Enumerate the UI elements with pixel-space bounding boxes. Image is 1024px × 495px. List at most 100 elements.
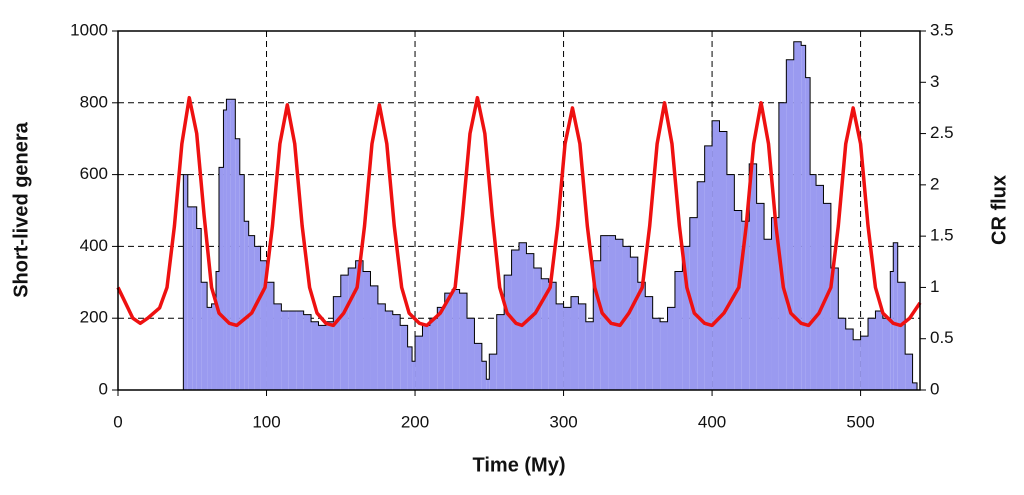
y2-tick-label: 0 (930, 379, 939, 398)
area-step (266, 282, 274, 390)
area-step (667, 307, 675, 390)
area-step (325, 321, 334, 390)
area-step (296, 311, 304, 390)
area-step (244, 221, 249, 390)
area-step (689, 217, 698, 390)
area-step (437, 307, 445, 390)
plot-frame (117, 30, 921, 391)
area-step (183, 174, 188, 390)
area-step (637, 282, 646, 390)
x-tick-label: 0 (113, 412, 122, 431)
area-step (585, 321, 594, 390)
y2-axis-title: CR flux (988, 175, 1010, 245)
cr-flux-line (116, 95, 922, 328)
x-tick-label: 100 (252, 412, 280, 431)
area-step (882, 318, 891, 390)
area-step (556, 303, 564, 390)
area-step (415, 336, 423, 390)
y2-tick-label: 2 (930, 174, 939, 193)
area-step (429, 318, 438, 390)
y-tick-label: 0 (99, 379, 108, 398)
area-step (496, 314, 505, 390)
x-tick-label: 200 (401, 412, 429, 431)
area-step (726, 174, 735, 390)
area-step (810, 174, 817, 390)
x-axis-title: Time (My) (473, 454, 566, 476)
area-step (660, 321, 668, 390)
area-step (756, 203, 765, 390)
area-step (801, 45, 806, 391)
area-step (615, 239, 623, 390)
area-step (239, 174, 245, 390)
area-step (719, 131, 727, 390)
y-axis-title: Short-lived genera (10, 121, 32, 297)
area-step (481, 361, 487, 390)
area-step (905, 354, 913, 390)
area-step (548, 282, 557, 390)
area-step (333, 296, 341, 390)
area-step (890, 271, 894, 390)
area-step (281, 311, 289, 390)
area-step (741, 221, 750, 390)
area-step (489, 354, 497, 390)
area-step (875, 311, 883, 390)
area-step (207, 307, 212, 390)
area-step (519, 242, 527, 390)
area-step (192, 206, 197, 390)
area-step (273, 303, 282, 390)
area-step (630, 257, 638, 390)
area-step (704, 145, 713, 390)
y2-tick-label: 1 (930, 277, 939, 296)
area-step (912, 382, 918, 390)
area-step (288, 311, 297, 390)
area-step (370, 285, 378, 390)
area-step (652, 318, 661, 390)
area-step (216, 271, 219, 390)
area-step (348, 267, 356, 390)
y-tick-label: 800 (80, 92, 108, 111)
area-step (504, 275, 512, 390)
area-step (452, 289, 460, 390)
x-tick-label: 500 (846, 412, 874, 431)
area-step (444, 293, 453, 390)
area-step (563, 307, 571, 390)
area-step (412, 361, 416, 390)
area-step (235, 138, 240, 390)
area-step (805, 77, 811, 391)
area-step (223, 109, 227, 390)
area-step (608, 235, 616, 390)
area-step (211, 303, 217, 390)
area-step (697, 181, 705, 390)
y2-tick-label: 1.5 (930, 226, 954, 245)
area-step (786, 59, 794, 390)
area-step (533, 267, 542, 390)
area-step (318, 325, 326, 390)
area-step (218, 167, 224, 390)
y2-tick-label: 3.5 (930, 20, 954, 39)
y-tick-label: 600 (80, 164, 108, 183)
area-step (400, 325, 408, 390)
area-step (392, 314, 401, 390)
area-step (734, 210, 742, 390)
area-step (422, 325, 430, 390)
area-step (771, 217, 779, 390)
y-tick-label: 200 (80, 308, 108, 327)
y-tick-label: 1000 (70, 20, 108, 39)
area-step (340, 275, 349, 390)
area-step (187, 206, 193, 390)
y2-tick-label: 3 (930, 72, 939, 91)
area-step (311, 321, 319, 390)
area-step (793, 41, 802, 391)
x-tick-label: 300 (549, 412, 577, 431)
area-step (486, 379, 490, 390)
area-step (570, 296, 579, 390)
area-step (474, 343, 482, 390)
area-step (363, 271, 371, 390)
area-step (830, 267, 839, 390)
area-step (230, 99, 236, 391)
area-step (355, 260, 364, 390)
area-step (893, 242, 898, 390)
area-step (860, 336, 869, 390)
area-step (254, 246, 261, 390)
